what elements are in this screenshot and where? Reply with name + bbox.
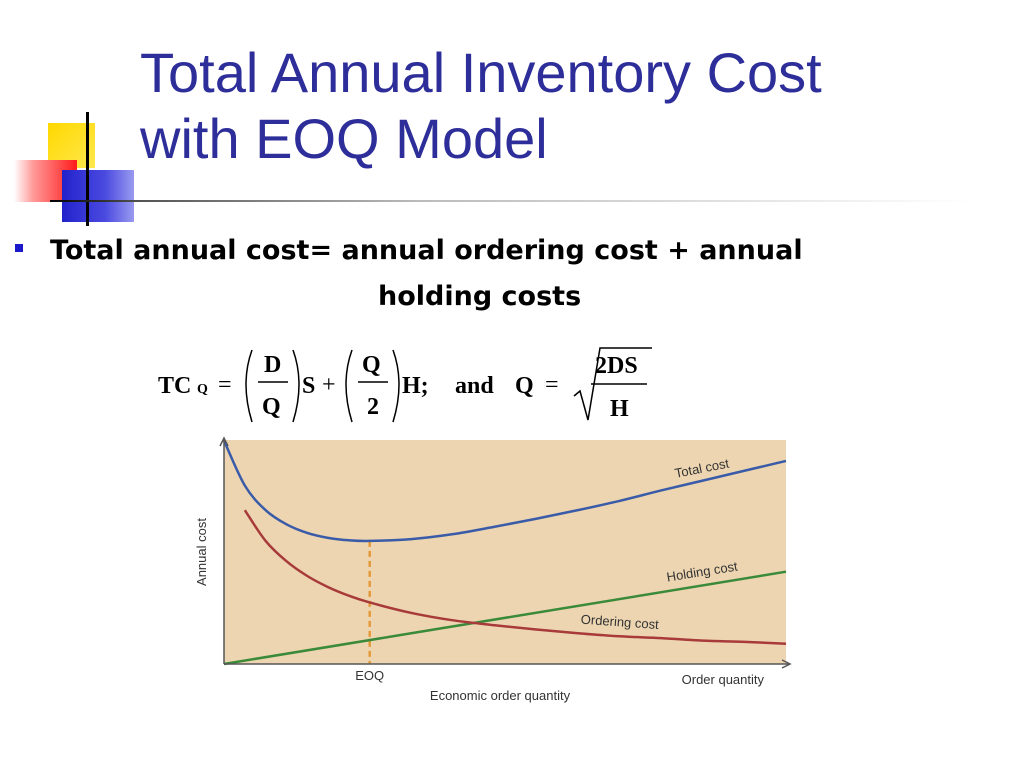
y-axis-arrow [219,436,229,447]
series-label-ordering-cost: Ordering cost [580,612,659,632]
series-line-ordering-cost [243,509,787,645]
x-axis-end-label: Order quantity [682,672,765,687]
formula-tc: TC [158,373,191,399]
eoq-formula: TC Q = D Q S + Q 2 H; and Q = 2DS H [158,347,652,423]
formula-root-num: 2DS [595,353,638,379]
decor-blue-square [62,170,134,222]
title-underline [50,200,970,202]
eoq-tick-label: EOQ [355,668,384,683]
formula-paren-right-1 [292,349,300,423]
formula-equals: = [218,372,232,398]
series-line-total-cost [222,440,787,543]
formula-frac1-num: D [264,352,281,378]
formula-frac1-den: Q [262,394,281,420]
bullet-marker [15,244,23,252]
slide-title-line1: Total Annual Inventory Cost [140,41,822,104]
formula-equals-2: = [545,372,559,398]
eoq-chart: EOQ Order quantity Economic order quantity… [194,436,792,703]
formula-h: H; [402,373,429,399]
x-axis-arrow [781,659,792,669]
bullet-text: Total annual cost= annual ordering cost … [50,228,990,320]
series-line-holding-cost [223,570,787,666]
formula-sqrt-sign [573,347,652,421]
formula-root-den: H [610,396,629,422]
decor-vertical-line [86,112,89,226]
slide-title-line2: with EOQ Model [140,107,548,170]
bullet-text-line1: Total annual cost= annual ordering cost … [50,235,803,266]
formula-frac2-den: 2 [367,394,379,420]
formula-q: Q [515,373,534,399]
bullet-text-line2: holding costs [378,281,582,312]
y-axis-label: Annual cost [194,518,209,586]
formula-paren-left-1 [245,349,253,423]
x-axis-label: Economic order quantity [430,688,571,703]
formula-tc-subscript: Q [197,382,208,397]
slide-title: Total Annual Inventory Cost with EOQ Mod… [140,40,1000,172]
formula-and: and [455,373,494,399]
formula-s: S [302,373,315,399]
formula-plus: + [322,372,336,398]
formula-paren-left-2 [345,349,353,423]
formula-frac2-num: Q [362,352,381,378]
formula-paren-right-2 [392,349,400,423]
